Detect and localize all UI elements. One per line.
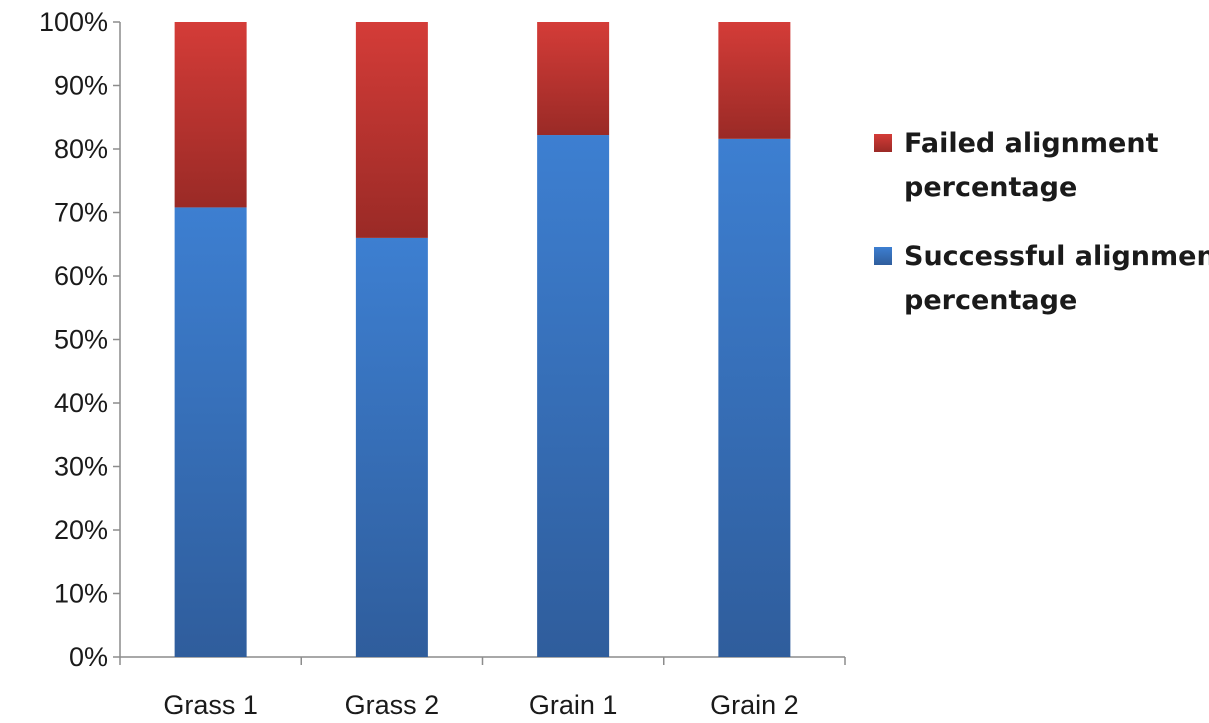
y-tick-label: 30% [54,452,108,482]
y-tick-label: 80% [54,134,108,164]
y-tick-label: 10% [54,579,108,609]
x-axis: Grass 1 Grass 2 Grain 1 Grain 2 [119,656,846,720]
legend: Failed alignment percentage Successful ali… [874,128,1209,316]
x-tick-label: Grass 2 [345,690,440,720]
y-tick-label: 60% [54,261,108,291]
y-tick-label: 0% [69,642,108,672]
bar-failed-4 [718,22,791,139]
bar-failed-3 [537,22,610,136]
y-tick-label: 50% [54,325,108,355]
legend-label: Failed alignment [904,128,1159,159]
y-tick-label: 100% [39,7,108,37]
bar-successful-1 [174,207,247,658]
x-tick-label: Grain 2 [710,690,799,720]
legend-label: Successful alignment [904,241,1209,272]
y-tick-label: 20% [54,515,108,545]
bar-successful-3 [537,135,610,657]
legend-label: percentage [904,172,1077,203]
x-tick-label: Grain 1 [529,690,618,720]
y-tick-label: 70% [54,198,108,228]
bar-series-group [174,22,791,658]
x-tick-label: Grass 1 [163,690,258,720]
y-tick-label: 90% [54,71,108,101]
y-tick-label: 40% [54,388,108,418]
y-axis: 0% 10% 20% 30% 40% 50% 60% 70% 80% 90% 100% [39,7,121,672]
legend-swatch-failed [874,134,892,152]
bar-failed-2 [355,22,428,238]
legend-label: percentage [904,285,1077,316]
legend-swatch-successful [874,247,892,265]
bar-successful-4 [718,138,791,658]
bar-successful-2 [355,237,428,657]
bar-failed-1 [174,22,247,208]
